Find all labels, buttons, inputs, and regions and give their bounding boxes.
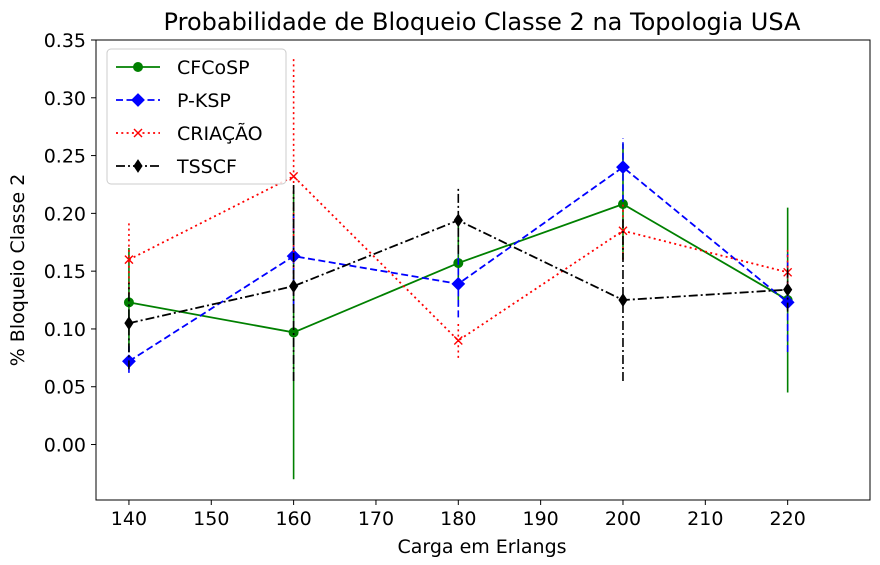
legend-entry-cfcosp-marker [133,62,143,72]
x-tick-label: 220 [770,508,806,530]
legend-box [106,48,287,185]
series-tsscf-point [124,316,134,331]
plot-area [122,57,795,480]
series-cria-o-point-stroke [453,336,463,345]
legend-entry-cria-o-marker-stroke [133,128,143,138]
x-axis-label: Carga em Erlangs [397,536,566,558]
x-tick-label: 210 [687,508,723,530]
y-tick-label: 0.05 [44,377,86,399]
series-tsscf-point [618,293,628,307]
series-cria-o-point-stroke [618,226,628,236]
legend-entry-tsscf-label: TSSCF [176,156,237,178]
x-tick-label: 160 [275,508,311,530]
y-axis-label: % Bloqueio Classe 2 [7,174,29,367]
x-tick-label: 200 [605,508,641,530]
x-tick-label: 190 [523,508,559,530]
series-p-ksp-point [451,276,466,291]
y-tick-label: 0.25 [44,146,86,168]
series-cria-o-point [289,171,299,181]
x-tick-label: 170 [358,508,394,530]
plot-frame [95,39,871,501]
legend-entry-p-ksp: P-KSP [116,90,231,112]
legend-entry-tsscf: TSSCF [116,156,237,178]
series-p-ksp [122,138,795,373]
legend-entry-p-ksp-label: P-KSP [177,90,231,112]
series-cria-o-point-stroke [289,171,299,181]
series-tsscf [124,184,793,381]
y-tick-label: 0.20 [44,203,86,225]
series-cria-o-point [453,336,463,345]
chart-title: Probabilidade de Bloqueio Classe 2 na To… [164,8,801,36]
x-tick-label: 150 [193,508,229,530]
legend-entry-cria-o-label: CRIAÇÃO [177,122,263,145]
x-tick-label: 180 [440,508,476,530]
legend-entry-cfcosp: CFCoSP [116,57,250,79]
legend-entry-tsscf-marker [133,159,143,173]
series-p-ksp-point [616,160,630,175]
y-axis: 0.00 0.05 0.10 0.15 0.20 0.25 0.30 0.35 [44,30,96,457]
y-tick-label: 0.00 [44,435,86,457]
legend: CFCoSP P-KSP CRIAÇÃO TSSCF [106,48,287,185]
legend-entry-p-ksp-marker [131,93,145,107]
y-tick-label: 0.35 [44,30,86,52]
series-tsscf-point [783,282,793,297]
y-tick-label: 0.30 [44,88,86,110]
y-tick-label: 0.15 [44,261,86,283]
series-cria-o-point [124,255,134,265]
series-cria-o-point-stroke [124,255,134,265]
x-axis: 140 150 160 170 180 190 200 210 220 [111,500,806,530]
legend-entry-cria-o-marker [133,128,143,138]
y-tick-label: 0.10 [44,319,86,341]
series-tsscf-point [453,213,463,228]
x-tick-label: 140 [111,508,147,530]
legend-entry-cria-o: CRIAÇÃO [116,122,263,145]
legend-entry-cfcosp-label: CFCoSP [177,57,250,79]
series-tsscf-point [289,279,299,294]
series-cria-o-line [128,175,788,342]
series-cria-o-point [618,226,628,236]
